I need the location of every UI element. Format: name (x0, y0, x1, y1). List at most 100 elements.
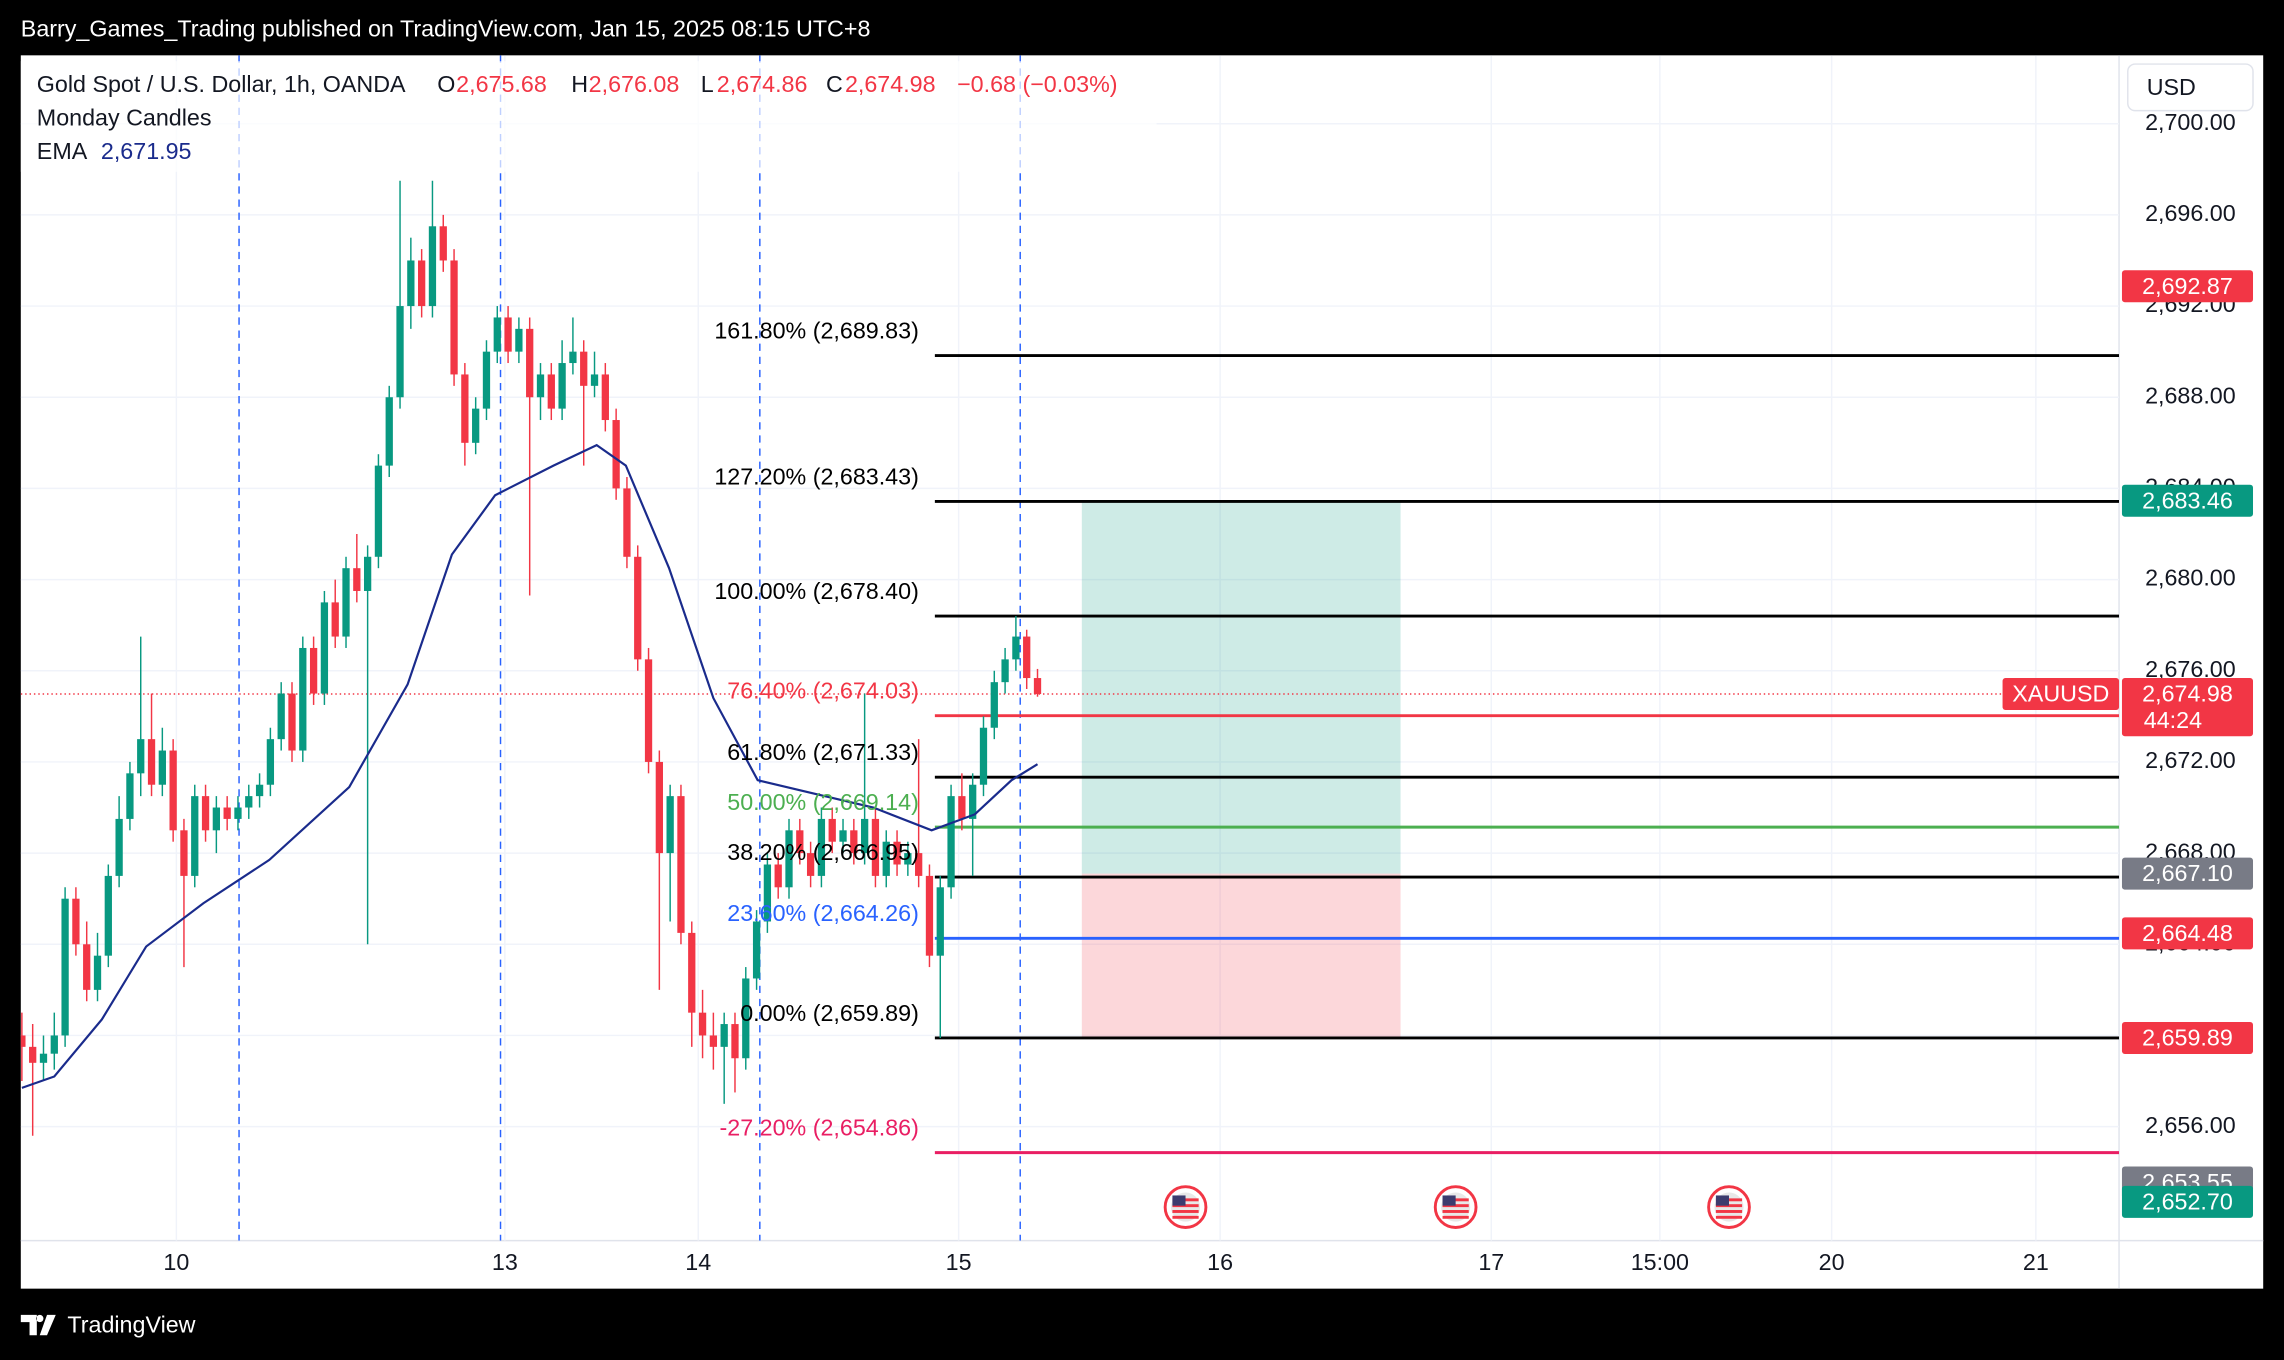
candle-body (115, 818, 123, 876)
price-badge-label: 2,692.87 (2142, 273, 2233, 299)
y-tick-label: 2,680.00 (2145, 565, 2236, 591)
candle-body (299, 647, 307, 751)
fib-label: -27.20% (2,654.86) (720, 1114, 919, 1140)
legend-ohlc-key: C (826, 71, 843, 97)
fib-label: 23.60% (2,664.26) (727, 900, 919, 926)
candle-body (601, 374, 609, 421)
last-price-label: 2,674.98 (2142, 681, 2233, 707)
candle-body (137, 739, 145, 774)
event-flag-stripe (1715, 1215, 1743, 1219)
candle-body (958, 796, 966, 819)
price-badge (2121, 1185, 2254, 1218)
candle-body (418, 260, 426, 307)
candle-body (50, 1035, 58, 1054)
candle-body (482, 351, 491, 409)
stop-zone (1081, 873, 1401, 1038)
x-tick-label: 15 (946, 1249, 972, 1275)
last-price-countdown: 44:24 (2144, 707, 2202, 733)
candle-body (882, 841, 890, 876)
candle-body (590, 374, 599, 386)
chart-pane (20, 55, 2264, 1289)
event-flag-stripe (1442, 1210, 1469, 1213)
tv-logo (20, 1314, 56, 1336)
candle-body (396, 306, 404, 398)
candle-body (904, 853, 912, 865)
candle-body (201, 796, 210, 831)
candle-body (990, 682, 998, 728)
y-tick-label: 2,700.00 (2145, 109, 2236, 135)
candle-body (806, 853, 815, 876)
candle-body (493, 317, 501, 352)
candle-body (147, 739, 156, 785)
candle-body (309, 647, 318, 694)
fib-label: 61.80% (2,671.33) (727, 739, 919, 765)
candle-body (93, 955, 102, 990)
candle-body (266, 739, 275, 785)
legend-bg (20, 61, 1157, 172)
target-zone (1081, 500, 1401, 874)
candle-body (666, 796, 674, 854)
candle-body (277, 693, 285, 740)
candle-body (623, 488, 631, 557)
candle-body (39, 1053, 48, 1063)
price-badge (2121, 917, 2254, 950)
price-badge-label: 2,664.48 (2142, 920, 2233, 946)
ema-line (21, 443, 1039, 1089)
candle-body (796, 830, 804, 854)
candle-body (871, 818, 880, 876)
footer-brand: TradingView (67, 1312, 195, 1338)
candle-body (407, 260, 415, 307)
candle-body (979, 727, 988, 785)
candle-body (223, 807, 231, 819)
candle-body (191, 796, 199, 876)
candle-body (558, 363, 566, 409)
event-flag-stripe (1442, 1215, 1469, 1219)
candle-body (612, 420, 620, 489)
candle-body (504, 317, 512, 352)
legend-ema-value: 2,671.95 (101, 138, 192, 164)
candle-body (785, 830, 793, 888)
legend-ohlc-key: H (571, 71, 588, 97)
last-price-symbol: XAUUSD (2012, 681, 2109, 707)
candle-body (169, 750, 177, 831)
candle-body (893, 841, 901, 865)
price-badge-label: 2,683.46 (2142, 487, 2233, 513)
currency-label: USD (2147, 74, 2196, 100)
candle-body (353, 568, 361, 591)
price-badge (2121, 857, 2254, 890)
event-flag-stripe (1172, 1204, 1199, 1208)
last-price-symbol-box (2002, 677, 2120, 711)
candle-body (526, 328, 534, 398)
candle-body (288, 693, 296, 751)
candle-body (742, 978, 750, 1059)
candle-body (774, 864, 782, 888)
candle-body (212, 807, 221, 831)
candle-body (72, 898, 80, 945)
event-flag-stripe (1172, 1215, 1199, 1219)
fib-label: 127.20% (2,683.43) (714, 463, 919, 489)
plot-area (20, 55, 2120, 1241)
candle-body (569, 351, 577, 364)
candle-body (1012, 636, 1020, 660)
candle-body (677, 796, 685, 933)
y-tick-label: 2,688.00 (2145, 382, 2236, 408)
candle-body (83, 944, 91, 990)
candle-body (936, 887, 944, 956)
candle-body (245, 796, 253, 808)
x-tick-label: 20 (1819, 1249, 1845, 1275)
candle-body (20, 1035, 26, 1047)
x-tick-label: 21 (2023, 1249, 2049, 1275)
candle-body (839, 830, 847, 842)
candle-body (515, 328, 523, 352)
last-price-badge (2121, 677, 2254, 737)
candle-body (374, 465, 383, 557)
currency-button[interactable] (2127, 63, 2254, 112)
x-tick-label: 16 (1207, 1249, 1233, 1275)
legend-ohlc-value: 2,674.86 (717, 71, 808, 97)
candle-body (547, 374, 555, 409)
legend-indicator: Monday Candles (37, 105, 212, 131)
candle-body (461, 374, 469, 443)
price-badge (2121, 484, 2254, 517)
legend-ohlc-value: 2,675.68 (456, 71, 547, 97)
candle-body (752, 921, 761, 979)
